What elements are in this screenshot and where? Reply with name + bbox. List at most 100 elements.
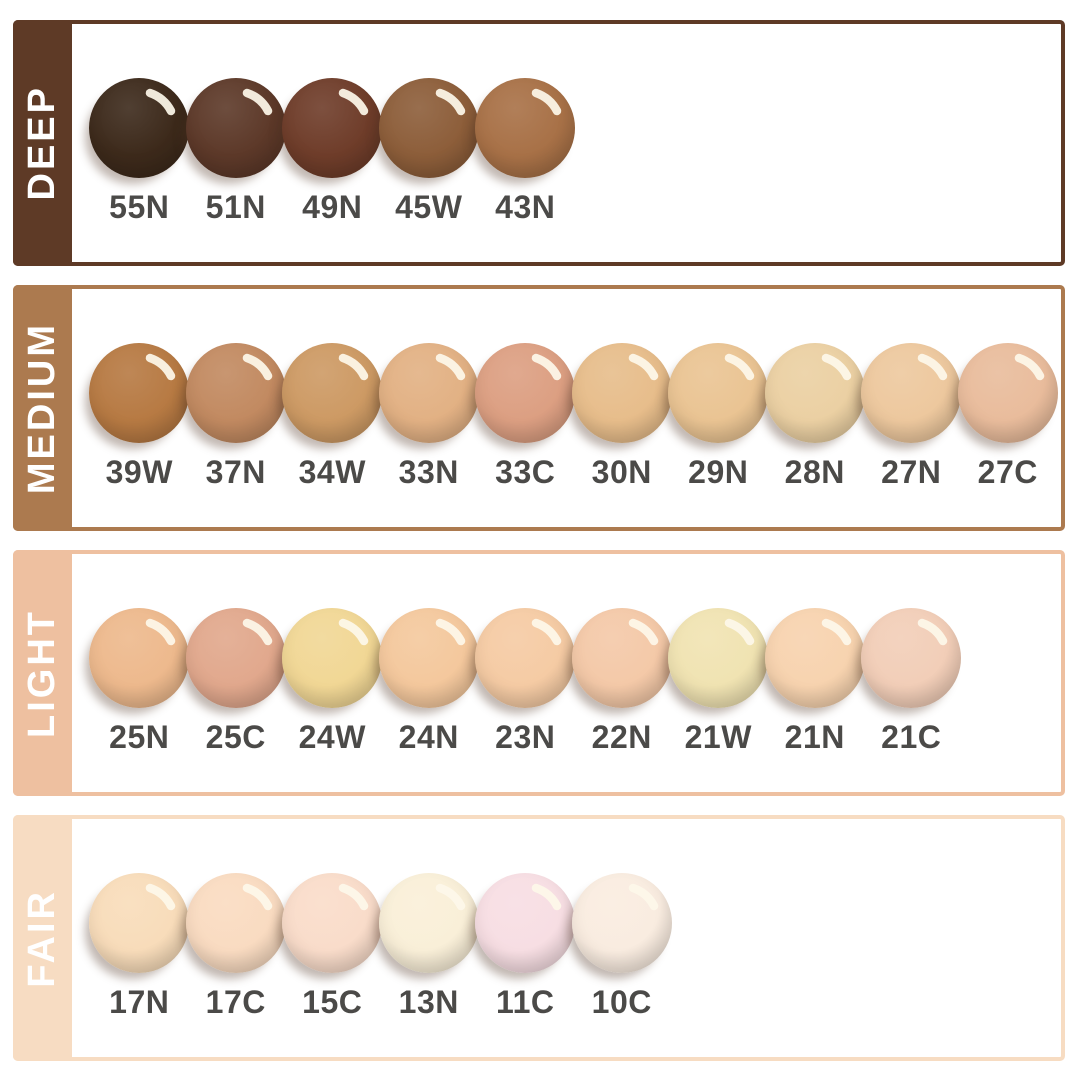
gloss-highlight-icon	[532, 88, 562, 116]
shade-code-label: 33C	[495, 454, 556, 490]
shade-swatch-13n: 13N	[378, 873, 479, 1021]
gloss-highlight-icon	[628, 618, 658, 646]
shade-swatch-25n: 25N	[89, 608, 190, 756]
shade-code-label: 24N	[398, 719, 459, 755]
shade-drop	[571, 343, 672, 443]
shade-code-label: 21W	[684, 719, 752, 755]
shade-swatch-51n: 51N	[185, 78, 286, 226]
shade-swatch-15c: 15C	[282, 873, 383, 1021]
shade-code-label: 25N	[109, 719, 170, 755]
swatch-row: 17N 17C 15C 13N 11C	[89, 873, 672, 1021]
shade-drop	[571, 608, 672, 708]
shade-code-label: 33N	[398, 454, 459, 490]
shade-code-label: 21N	[784, 719, 845, 755]
shade-drop	[378, 873, 479, 973]
shade-swatch-24w: 24W	[282, 608, 383, 756]
shade-drop	[378, 78, 479, 178]
shade-swatch-27n: 27N	[861, 343, 962, 491]
shade-code-label: 24W	[298, 719, 366, 755]
shade-swatch-17n: 17N	[89, 873, 190, 1021]
gloss-highlight-icon	[339, 883, 369, 911]
shade-swatch-49n: 49N	[282, 78, 383, 226]
gloss-highlight-icon	[242, 883, 272, 911]
shade-code-label: 55N	[109, 189, 170, 225]
shade-swatch-21n: 21N	[764, 608, 865, 756]
shade-drop	[185, 78, 286, 178]
gloss-highlight-icon	[532, 883, 562, 911]
shade-swatch-25c: 25C	[185, 608, 286, 756]
category-strip: LIGHT	[13, 550, 72, 796]
gloss-highlight-icon	[339, 88, 369, 116]
category-label: FAIR	[21, 888, 63, 988]
shade-swatch-23n: 23N	[475, 608, 576, 756]
shade-swatch-45w: 45W	[378, 78, 479, 226]
gloss-highlight-icon	[821, 618, 851, 646]
shade-swatch-29n: 29N	[668, 343, 769, 491]
shade-drop	[378, 343, 479, 443]
gloss-highlight-icon	[725, 618, 755, 646]
gloss-highlight-icon	[821, 353, 851, 381]
gloss-highlight-icon	[435, 618, 465, 646]
gloss-highlight-icon	[242, 353, 272, 381]
shade-drop	[957, 343, 1058, 443]
shade-section-medium: MEDIUM 39W 37N 34W 33N	[13, 285, 1065, 531]
shade-code-label: 43N	[495, 189, 556, 225]
shade-swatch-34w: 34W	[282, 343, 383, 491]
shade-code-label: 49N	[302, 189, 363, 225]
gloss-highlight-icon	[339, 618, 369, 646]
gloss-highlight-icon	[339, 353, 369, 381]
gloss-highlight-icon	[435, 88, 465, 116]
shade-swatch-22n: 22N	[571, 608, 672, 756]
shade-section-deep: DEEP 55N 51N 49N 45W	[13, 20, 1065, 266]
gloss-highlight-icon	[532, 353, 562, 381]
shade-code-label: 37N	[205, 454, 266, 490]
shade-drop	[89, 78, 190, 178]
shade-drop	[185, 343, 286, 443]
gloss-highlight-icon	[628, 353, 658, 381]
swatch-row: 39W 37N 34W 33N 33C	[89, 343, 1058, 491]
shade-swatch-55n: 55N	[89, 78, 190, 226]
shade-drop	[185, 608, 286, 708]
category-label: MEDIUM	[21, 321, 63, 495]
category-label: LIGHT	[21, 608, 63, 738]
swatch-row: 55N 51N 49N 45W 43N	[89, 78, 576, 226]
gloss-highlight-icon	[725, 353, 755, 381]
shade-code-label: 25C	[205, 719, 266, 755]
shade-code-label: 17C	[205, 984, 266, 1020]
gloss-highlight-icon	[435, 353, 465, 381]
shade-code-label: 29N	[688, 454, 749, 490]
shade-drop	[282, 343, 383, 443]
shade-swatch-21c: 21C	[861, 608, 962, 756]
shade-drop	[475, 78, 576, 178]
shade-code-label: 30N	[591, 454, 652, 490]
gloss-highlight-icon	[146, 353, 176, 381]
shade-swatch-11c: 11C	[475, 873, 576, 1021]
gloss-highlight-icon	[628, 883, 658, 911]
shade-drop	[185, 873, 286, 973]
category-label: DEEP	[21, 85, 63, 201]
shade-swatch-27c: 27C	[957, 343, 1058, 491]
shade-code-label: 13N	[398, 984, 459, 1020]
shade-drop	[89, 343, 190, 443]
gloss-highlight-icon	[435, 883, 465, 911]
shade-drop	[282, 78, 383, 178]
category-strip: MEDIUM	[13, 285, 72, 531]
shade-drop	[571, 873, 672, 973]
shade-drop	[282, 608, 383, 708]
shade-swatch-39w: 39W	[89, 343, 190, 491]
category-strip: FAIR	[13, 815, 72, 1061]
shade-swatch-28n: 28N	[764, 343, 865, 491]
shade-code-label: 15C	[302, 984, 363, 1020]
gloss-highlight-icon	[532, 618, 562, 646]
shade-swatch-33n: 33N	[378, 343, 479, 491]
shade-drop	[89, 873, 190, 973]
shade-drop	[282, 873, 383, 973]
shade-swatch-24n: 24N	[378, 608, 479, 756]
shade-code-label: 39W	[105, 454, 173, 490]
gloss-highlight-icon	[1014, 353, 1044, 381]
shade-code-label: 11C	[496, 984, 555, 1020]
shade-drop	[475, 873, 576, 973]
shade-code-label: 17N	[109, 984, 170, 1020]
shade-drop	[764, 343, 865, 443]
category-strip: DEEP	[13, 20, 72, 266]
